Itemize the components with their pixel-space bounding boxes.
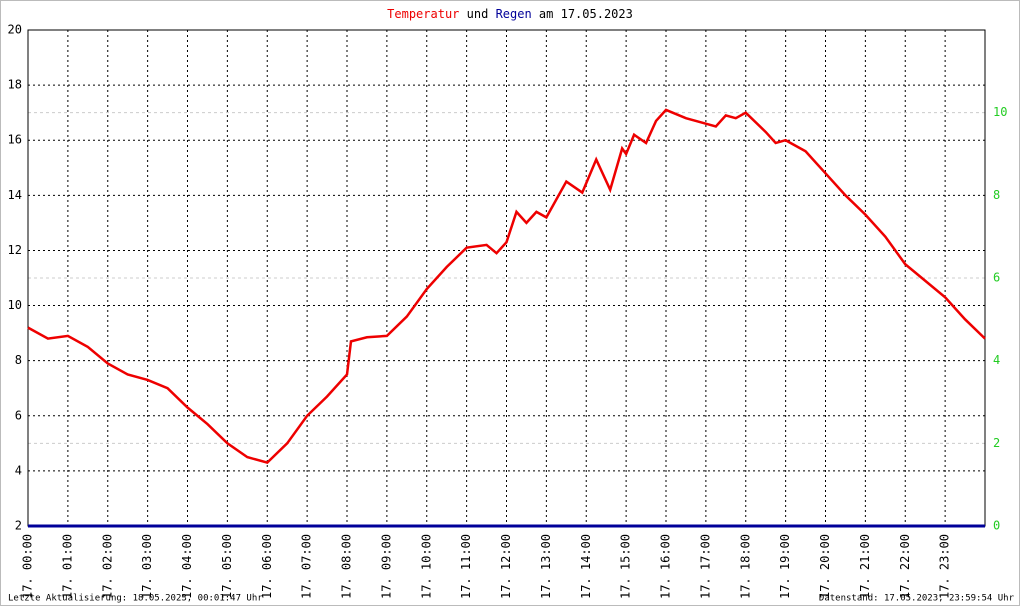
x-tick-label: 17. 01:00 — [60, 534, 74, 599]
footer-right: Datenstand: 17.05.2023, 23:59:54 Uhr — [819, 594, 1015, 604]
y-tick-label: 14 — [8, 188, 22, 202]
x-tick-label: 17. 23:00 — [938, 534, 952, 599]
x-tick-label: 17. 11:00 — [459, 534, 473, 599]
x-tick-label: 17. 08:00 — [340, 534, 354, 599]
y2-tick-label: 4 — [993, 353, 1000, 367]
y-tick-label: 16 — [8, 133, 22, 147]
x-tick-label: 17. 06:00 — [260, 534, 274, 599]
x-tick-label: 17. 22:00 — [898, 534, 912, 599]
x-tick-label: 17. 09:00 — [379, 534, 393, 599]
x-tick-label: 17. 19:00 — [778, 534, 792, 599]
y2-tick-label: 0 — [993, 519, 1000, 533]
x-tick-label: 17. 17:00 — [698, 534, 712, 599]
y-tick-label: 12 — [8, 243, 22, 257]
y-tick-label: 4 — [15, 463, 22, 477]
y-tick-label: 18 — [8, 78, 22, 92]
x-tick-label: 17. 16:00 — [659, 534, 673, 599]
x-tick-label: 17. 03:00 — [140, 534, 154, 599]
y-tick-label: 10 — [8, 298, 22, 312]
y2-tick-label: 10 — [993, 105, 1007, 119]
y2-tick-label: 2 — [993, 436, 1000, 450]
y2-tick-label: 6 — [993, 271, 1000, 285]
x-tick-label: 17. 20:00 — [818, 534, 832, 599]
x-tick-label: 17. 13:00 — [539, 534, 553, 599]
y-tick-label: 20 — [8, 23, 22, 37]
y-tick-label: 8 — [15, 353, 22, 367]
x-tick-label: 17. 18:00 — [738, 534, 752, 599]
x-tick-label: 17. 00:00 — [21, 534, 35, 599]
x-tick-label: 17. 12:00 — [499, 534, 513, 599]
x-tick-label: 17. 05:00 — [220, 534, 234, 599]
x-tick-label: 17. 02:00 — [100, 534, 114, 599]
y2-tick-label: 8 — [993, 188, 1000, 202]
x-tick-label: 17. 14:00 — [579, 534, 593, 599]
x-tick-label: 17. 15:00 — [619, 534, 633, 599]
x-tick-label: 17. 21:00 — [858, 534, 872, 599]
line-0 — [27, 108, 986, 465]
x-tick-label: 17. 10:00 — [419, 534, 433, 599]
y-tick-label: 6 — [15, 408, 22, 422]
y-tick-label: 2 — [15, 519, 22, 533]
footer-left: Letzte Aktualisierung: 18.05.2023, 00:01… — [8, 594, 263, 604]
x-tick-label: 17. 04:00 — [180, 534, 194, 599]
x-tick-label: 17. 07:00 — [300, 534, 314, 599]
chart-title: Temperatur und Regen am 17.05.2023 — [387, 7, 633, 21]
